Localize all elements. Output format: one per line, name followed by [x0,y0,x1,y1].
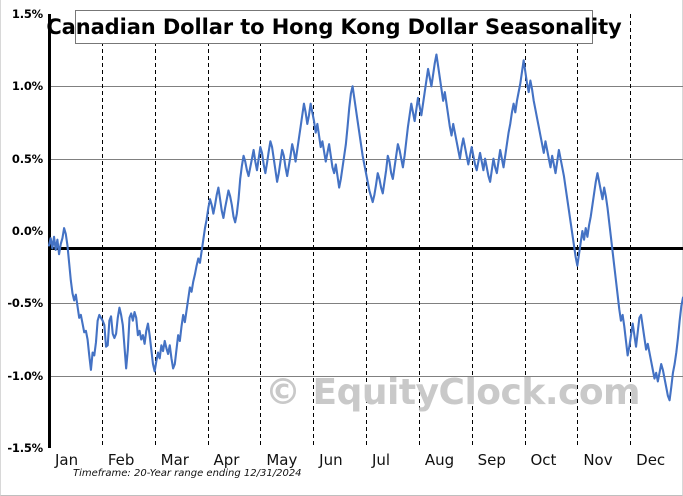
x-tick-label-apr: Apr [213,451,240,469]
x-tick-label-oct: Oct [530,451,557,469]
y-tick-label: 0.5% [11,151,43,166]
x-tick-label-may: May [266,451,298,469]
chart-timeframe-note: Timeframe: 20-Year range ending 12/31/20… [73,468,302,479]
vertical-gridlines [102,14,631,448]
y-tick-label: 0.0% [11,224,43,238]
y-tick-label: 1.0% [11,79,43,94]
page-title: Canadian Dollar to Hong Kong Dollar Seas… [46,15,622,39]
y-tick-label: -1.5% [7,441,43,455]
chart-title-box: Canadian Dollar to Hong Kong Dollar Seas… [46,10,622,44]
x-tick-label-aug: Aug [424,451,455,469]
x-tick-label-sep: Sep [477,451,506,469]
y-tick-label: 1.5% [11,7,43,21]
x-tick-label-mar: Mar [160,451,189,469]
seasonality-line [47,53,683,402]
x-tick-label-jun: Jun [319,451,343,469]
x-tick-label-jan: Jan [55,451,79,469]
y-tick-label: -1.0% [7,368,43,383]
x-tick-label-feb: Feb [107,451,135,469]
x-tick-label-nov: Nov [583,451,613,469]
x-tick-label-dec: Dec [636,451,666,469]
x-tick-label-jul: Jul [372,451,391,469]
y-tick-label: -0.5% [7,296,43,311]
